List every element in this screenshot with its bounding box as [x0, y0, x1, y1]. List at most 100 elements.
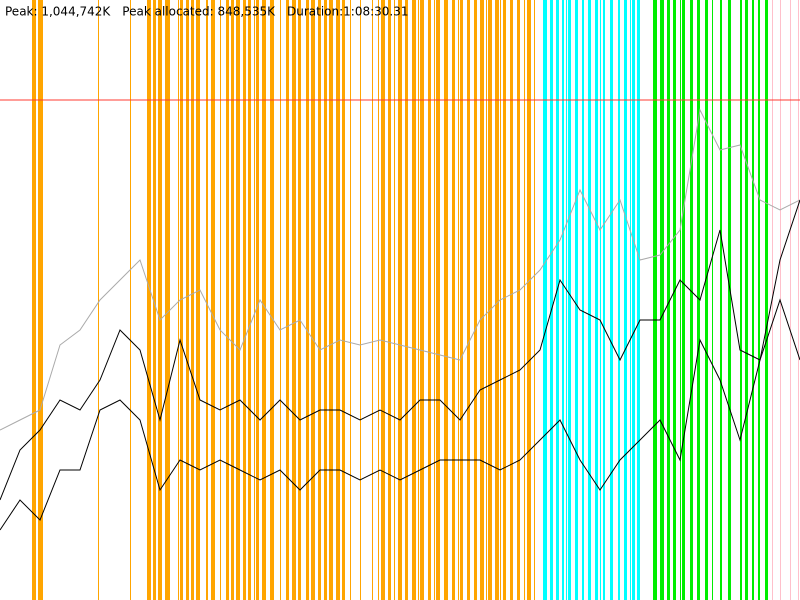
gc-event — [153, 0, 156, 600]
gc-event — [568, 0, 571, 600]
gc-event — [32, 0, 36, 600]
gc-event — [503, 0, 506, 600]
gc-event — [480, 0, 484, 600]
gc-event — [178, 0, 179, 600]
gc-event — [444, 0, 448, 600]
gc-event — [191, 0, 194, 600]
gc-event — [324, 0, 327, 600]
gc-event — [467, 0, 470, 600]
gc-event — [336, 0, 340, 600]
gc-event — [165, 0, 170, 600]
gc-event — [226, 0, 229, 600]
gc-event — [488, 0, 492, 600]
gc-event — [667, 0, 670, 600]
series-line — [0, 199, 800, 501]
gc-event — [637, 0, 640, 600]
gc-event — [130, 0, 131, 600]
gc-event — [372, 0, 373, 600]
gc-event — [436, 0, 440, 600]
gc-event — [543, 0, 547, 600]
gc-event — [745, 0, 748, 600]
gc-event — [38, 0, 43, 600]
gc-event — [758, 0, 760, 600]
gc-event — [311, 0, 315, 600]
gc-event — [329, 0, 333, 600]
gc-event — [243, 0, 246, 600]
gc-event — [298, 0, 301, 600]
gc-event — [566, 0, 567, 600]
gc-event — [220, 0, 221, 600]
gc-event — [790, 0, 791, 600]
gc-event — [196, 0, 200, 600]
gc-event — [618, 0, 620, 600]
gc-event — [398, 0, 402, 600]
gc-event — [262, 0, 266, 600]
gc-event — [405, 0, 408, 600]
gc-event — [236, 0, 240, 600]
gc-event — [600, 0, 601, 600]
gc-event — [624, 0, 627, 600]
gc-event — [360, 0, 361, 600]
gc-event — [286, 0, 289, 600]
gc-event — [474, 0, 477, 600]
gc-event — [705, 0, 708, 600]
gc-event — [524, 0, 525, 600]
gc-event — [98, 0, 99, 600]
gc-event — [682, 0, 685, 600]
gc-event — [575, 0, 578, 600]
gc-event — [388, 0, 391, 600]
gc-event — [680, 0, 681, 600]
gc-event — [550, 0, 553, 600]
gc-event — [381, 0, 385, 600]
gc-event — [256, 0, 259, 600]
gc-event — [610, 0, 613, 600]
gc-event — [603, 0, 605, 600]
gc-event — [720, 0, 722, 600]
gc-event — [318, 0, 321, 600]
gc-event — [486, 0, 487, 600]
gc-event — [690, 0, 693, 600]
gc-event — [180, 0, 183, 600]
gc-event — [517, 0, 520, 600]
gc-event — [206, 0, 208, 600]
gc-event — [248, 0, 251, 600]
gc-event — [697, 0, 700, 600]
gc-event — [158, 0, 162, 600]
gc-event — [653, 0, 657, 600]
gc-event — [428, 0, 431, 600]
gc-event — [458, 0, 459, 600]
gc-event — [434, 0, 435, 600]
gc-event — [534, 0, 535, 600]
gc-event — [420, 0, 424, 600]
gc-event — [412, 0, 416, 600]
gc-event — [660, 0, 664, 600]
gc-event — [798, 0, 799, 600]
series-line — [0, 108, 800, 431]
gc-event — [740, 0, 742, 600]
gc-event — [394, 0, 395, 600]
gc-event — [292, 0, 296, 600]
series-line — [0, 298, 800, 531]
gc-event — [527, 0, 531, 600]
gc-event — [595, 0, 598, 600]
gc-event — [632, 0, 635, 600]
gc-event — [254, 0, 255, 600]
gc-event — [280, 0, 281, 600]
header-stat: Peak: 1,044,742K — [5, 5, 111, 19]
gc-event — [510, 0, 513, 600]
gc-event — [231, 0, 234, 600]
gc-event — [588, 0, 591, 600]
gc-event — [765, 0, 768, 600]
gc-event — [147, 0, 151, 600]
gc-event — [673, 0, 676, 600]
gc-event — [270, 0, 274, 600]
gc-event — [211, 0, 215, 600]
gc-event — [186, 0, 189, 600]
gc-event — [630, 0, 631, 600]
gc-event — [562, 0, 564, 600]
header-stat: Peak allocated: 848,535K — [122, 5, 276, 19]
gc-event — [728, 0, 731, 600]
gc-event — [306, 0, 309, 600]
gc-event — [342, 0, 345, 600]
